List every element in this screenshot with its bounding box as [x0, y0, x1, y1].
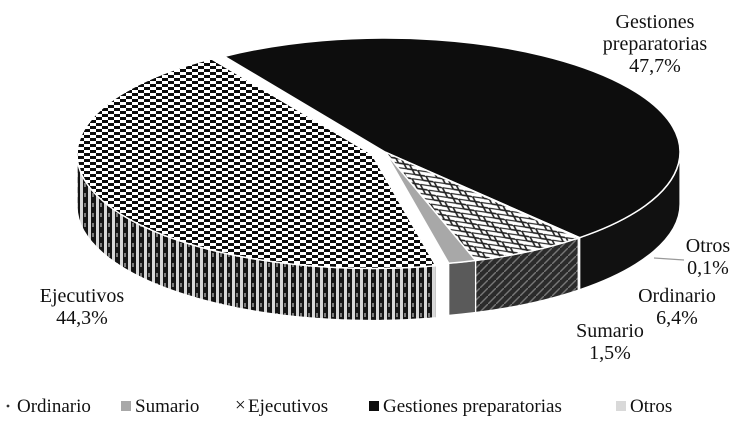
legend-item-gestiones-preparatorias: Gestiones preparatorias	[369, 396, 562, 417]
data-label-line: 1,5%	[589, 342, 631, 364]
legend-label-gestiones-preparatorias: Gestiones preparatorias	[383, 396, 562, 417]
data-label-line: Sumario	[576, 320, 644, 342]
legend-swatch-otros	[616, 401, 626, 411]
data-label-line: 6,4%	[656, 307, 698, 329]
data-label-ejecutivos: Ejecutivos 44,3%	[40, 285, 125, 329]
legend-item-sumario: Sumario	[121, 396, 199, 417]
data-labels: Gestiones preparatorias 47,7% Otros 0,1% Ordi…	[40, 11, 731, 364]
legend-label-otros: Otros	[630, 396, 672, 417]
pie-slice-ejecutivos	[76, 58, 438, 270]
data-label-line: Gestiones	[616, 11, 695, 33]
legend-item-ordinario: Ordinario	[6, 396, 91, 417]
legend-swatch-ejecutivos: ×	[235, 395, 246, 416]
pie-slice-sumario	[384, 151, 478, 265]
data-label-gestiones-preparatorias: Gestiones preparatorias 47,7%	[603, 11, 708, 77]
legend-swatch-gestiones-preparatorias	[369, 401, 379, 411]
legend-label-ordinario: Ordinario	[17, 396, 91, 417]
legend-label-sumario: Sumario	[135, 396, 199, 417]
data-label-line: 47,7%	[629, 55, 681, 77]
pie-slice-gestiones-preparatorias	[222, 37, 681, 239]
data-label-line: preparatorias	[603, 33, 708, 55]
data-label-line: Ejecutivos	[40, 285, 125, 307]
legend-swatch-sumario	[121, 401, 131, 411]
data-label-line: 0,1%	[687, 257, 729, 279]
legend: Ordinario Sumario × Ejecutivos Gestiones pre…	[6, 395, 672, 417]
data-label-ordinario: Ordinario 6,4%	[638, 285, 716, 329]
data-label-line: Otros	[686, 235, 731, 257]
legend-item-ejecutivos: × Ejecutivos	[235, 395, 328, 417]
pie-group	[76, 37, 681, 322]
pie-slice-ordinario	[384, 151, 581, 262]
data-label-line: Ordinario	[638, 285, 716, 307]
data-label-sumario: Sumario 1,5%	[576, 320, 644, 364]
leader-line-otros	[653, 257, 685, 261]
data-label-line: 44,3%	[56, 307, 108, 329]
legend-label-ejecutivos: Ejecutivos	[248, 396, 328, 417]
legend-swatch-ordinario	[6, 404, 10, 408]
pie-side-sumario	[448, 259, 477, 316]
data-label-otros: Otros 0,1%	[686, 235, 731, 279]
legend-item-otros: Otros	[616, 396, 672, 417]
